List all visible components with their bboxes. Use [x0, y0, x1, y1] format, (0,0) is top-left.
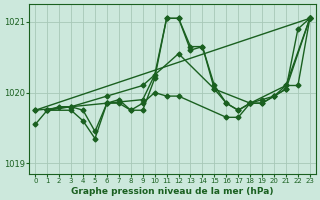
X-axis label: Graphe pression niveau de la mer (hPa): Graphe pression niveau de la mer (hPa) [71, 187, 274, 196]
